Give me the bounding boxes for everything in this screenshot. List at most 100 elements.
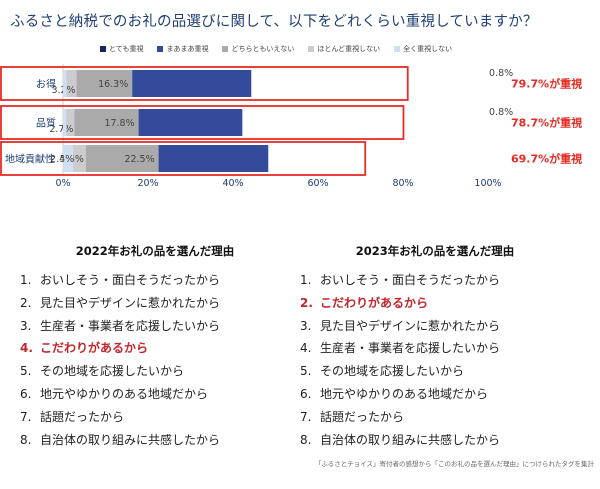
bar-segment	[63, 109, 67, 136]
legend-swatch	[394, 46, 401, 52]
legend-item: ほとんど重視しない	[308, 44, 380, 54]
reason-text: 生産者・事業者を応援したいから	[320, 341, 501, 356]
reason-number: 8.	[300, 432, 312, 447]
reason-text: こだわりがあるから	[320, 295, 429, 310]
legend-item: まあまあ重視	[157, 44, 208, 54]
value-label: 2.4%	[50, 154, 74, 165]
x-tick-label: 20%	[137, 178, 158, 189]
reason-text: 話題だったから	[40, 409, 125, 424]
reason-item: 7. 話題だったから	[20, 406, 290, 429]
reason-item: 6. 地元やゆかりのある地域だから	[300, 383, 570, 406]
category-label: お得	[36, 79, 56, 91]
reasons-2023-heading: 2023年お礼の品を選んだ理由	[355, 244, 515, 258]
chart-legend: とても重視 まあまあ重視 どちらともいえない ほとんど重視しない 全く重視しない	[100, 44, 560, 54]
reason-number: 7.	[300, 409, 312, 424]
reasons-2022: 2022年お礼の品を選んだ理由 1. おいしそう・面白そうだったから 2. 見た目やデ…	[20, 243, 290, 451]
legend-swatch	[157, 46, 164, 52]
bar-segment	[63, 109, 75, 136]
reasons-2022-heading: 2022年お礼の品を選んだ理由	[75, 244, 235, 258]
reason-item: 8. 自治体の取り組みに共感したから	[20, 429, 290, 452]
reason-item: 5. その地域を応援したいから	[300, 360, 570, 383]
value-label: 0.8%	[489, 68, 513, 79]
x-tick-label: 80%	[392, 178, 413, 189]
reason-item: 4. 生産者・事業者を応援したいから	[300, 337, 570, 360]
total-label: 69.7%が重視	[511, 152, 582, 166]
legend-swatch	[308, 46, 315, 52]
reason-item: 3. 生産者・事業者を応援したいから	[20, 315, 290, 338]
reason-number: 7.	[20, 409, 32, 424]
legend-item: 全く重視しない	[394, 44, 452, 54]
category-label: 品質	[36, 117, 56, 130]
chart-title: ふるさと納税でのお礼の品選びに関して、以下をどれくらい重視していますか？	[10, 14, 538, 30]
total-label: 78.7%が重視	[511, 116, 582, 130]
reason-item: 6. 地元やゆかりのある地域だから	[20, 383, 290, 406]
x-tick-label: 100%	[474, 178, 501, 189]
legend-swatch	[222, 46, 229, 52]
reason-item: 3. 見た目やデザインに惹かれたから	[300, 315, 570, 338]
reason-number: 2.	[300, 295, 313, 310]
highlight-outline	[0, 141, 367, 176]
highlight-outline	[0, 105, 405, 140]
reason-text: 地元やゆかりのある地域だから	[40, 386, 209, 401]
reasons-2023: 2023年お礼の品を選んだ理由 1. おいしそう・面白そうだったから 2. こだわりが…	[300, 243, 570, 451]
reason-number: 6.	[300, 386, 312, 401]
x-tick-label: 0%	[55, 178, 70, 189]
reason-number: 3.	[20, 318, 32, 333]
legend-label: 全く重視しない	[403, 45, 453, 53]
reason-text: その地域を応援したいから	[40, 364, 185, 379]
source-note: 「ふるさとチョイス」寄付者の感想から「このお礼の品を選んだ理由」につけられたタグ…	[314, 460, 594, 468]
reason-text: 生産者・事業者を応援したいから	[40, 318, 221, 333]
reason-number: 4.	[300, 341, 312, 356]
reason-item: 1. おいしそう・面白そうだったから	[300, 269, 570, 292]
value-label: 2.7%	[49, 124, 73, 135]
reason-number: 1.	[300, 273, 312, 287]
reason-item: 7. 話題だったから	[300, 406, 570, 429]
value-label: 16.3%	[98, 79, 128, 90]
highlight-outline	[0, 66, 409, 101]
stacked-bar-chart: 35.4%44.3%16.3%3.2%0.8%お得79.7%が重視36.5%42…	[0, 64, 582, 189]
reason-number: 4.	[20, 341, 33, 356]
reason-number: 5.	[300, 364, 312, 379]
reasons-2022-list: 1. おいしそう・面白そうだったから 2. 見た目やデザインに惹かれたから 3. 生産者・…	[20, 269, 290, 451]
reason-text: こだわりがあるから	[40, 341, 149, 356]
reason-item: 2. こだわりがあるから	[300, 292, 570, 315]
reason-item: 2. 見た目やデザインに惹かれたから	[20, 292, 290, 315]
reason-text: おいしそう・面白そうだったから	[320, 273, 501, 287]
reason-item: 8. 自治体の取り組みに共感したから	[300, 429, 570, 452]
total-label: 79.7%が重視	[511, 77, 582, 91]
reason-number: 3.	[300, 318, 312, 333]
value-label: 0.8%	[489, 107, 513, 118]
reason-number: 1.	[20, 273, 32, 287]
legend-item: どちらともいえない	[222, 44, 294, 54]
reason-number: 5.	[20, 364, 32, 379]
x-tick-label: 40%	[222, 178, 243, 189]
reason-text: 話題だったから	[320, 409, 405, 424]
reasons-2023-list: 1. おいしそう・面白そうだったから 2. こだわりがあるから 3. 見た目やデザインに惹…	[300, 269, 570, 451]
bar-segment	[63, 109, 139, 136]
value-label: 17.8%	[104, 118, 134, 129]
reason-item: 1. おいしそう・面白そうだったから	[20, 269, 290, 292]
legend-label: まあまあ重視	[166, 45, 209, 53]
value-label: 22.5%	[124, 154, 154, 165]
legend-label: どちらともいえない	[231, 45, 295, 53]
reason-item: 4. こだわりがあるから	[20, 337, 290, 360]
reason-number: 6.	[20, 386, 32, 401]
legend-swatch	[100, 46, 106, 52]
legend-label: とても重視	[109, 45, 144, 53]
reason-text: 自治体の取り組みに共感したから	[320, 432, 501, 447]
x-tick-label: 60%	[307, 178, 328, 189]
bar-segment	[63, 70, 67, 97]
bar-segment	[63, 145, 74, 172]
legend-label: ほとんど重視しない	[317, 45, 381, 53]
reason-text: その地域を応援したいから	[320, 364, 465, 379]
reason-text: おいしそう・面白そうだったから	[40, 273, 221, 287]
reason-text: 自治体の取り組みに共感したから	[40, 432, 221, 447]
reason-text: 見た目やデザインに惹かれたから	[40, 295, 221, 310]
reason-number: 2.	[20, 295, 32, 310]
reason-number: 8.	[20, 432, 32, 447]
reason-text: 地元やゆかりのある地域だから	[320, 386, 489, 401]
reason-item: 5. その地域を応援したいから	[20, 360, 290, 383]
category-label: 地域貢献性	[5, 153, 55, 166]
legend-item: とても重視	[100, 44, 143, 54]
reason-text: 見た目やデザインに惹かれたから	[320, 318, 501, 333]
